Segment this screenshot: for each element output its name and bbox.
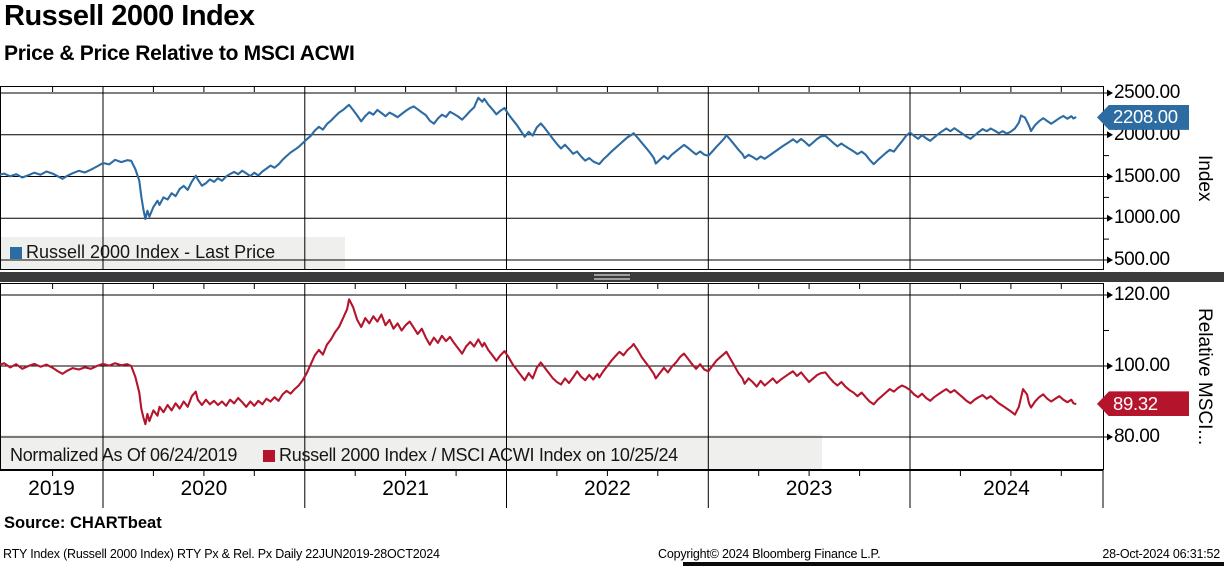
y-tick-label: 1500.00: [1114, 165, 1180, 187]
y-tick-label: 80.00: [1114, 426, 1160, 447]
relative-legend-box: [0, 435, 822, 469]
y-tick-label: 120.00: [1114, 284, 1170, 305]
panel-splitter[interactable]: [0, 272, 1224, 282]
relative-series-swatch-icon: [263, 449, 276, 462]
relative-axis-title: Relative MSCI...: [1194, 307, 1215, 446]
y-tick-label: 2500.00: [1114, 82, 1180, 103]
relative-legend: Normalized As Of 06/24/2019 Russell 2000…: [10, 445, 678, 466]
price-chart-panel[interactable]: [0, 86, 1120, 270]
price-last-badge: 2208.00: [1097, 104, 1189, 130]
y-tick-label: 500.00: [1114, 249, 1170, 270]
footer-timestamp: 28-Oct-2024 06:31:52: [1102, 547, 1220, 561]
price-legend: Russell 2000 Index - Last Price: [10, 242, 275, 263]
x-year-label: 2023: [785, 477, 833, 500]
x-year-label: 2020: [180, 477, 228, 500]
y-tick-label: 100.00: [1114, 355, 1170, 376]
taskbar-fragment: [683, 562, 1224, 566]
x-year-label: 2019: [28, 477, 75, 500]
relative-last-badge: 89.32: [1097, 391, 1189, 417]
x-year-label: 2024: [983, 477, 1030, 500]
x-year-label: 2021: [382, 477, 429, 500]
source-label: Source: CHARTbeat: [4, 514, 162, 532]
price-series-swatch-icon: [10, 246, 22, 259]
relative-chart-panel[interactable]: [0, 283, 1120, 470]
footer-copyright: Copyright© 2024 Bloomberg Finance L.P.: [658, 547, 881, 561]
y-tick-label: 1000.00: [1114, 207, 1180, 229]
normalized-note: Normalized As Of 06/24/2019: [10, 445, 238, 465]
x-axis: [0, 470, 1104, 508]
price-axis-title: Index: [1194, 154, 1215, 202]
relative-legend-label: Russell 2000 Index / MSCI ACWI Index on …: [279, 445, 678, 465]
splitter-grip-icon[interactable]: [594, 274, 630, 280]
footer-ticker-description: RTY Index (Russell 2000 Index) RTY Px & …: [3, 547, 440, 561]
price-legend-label: Russell 2000 Index - Last Price: [26, 242, 276, 262]
price-legend-box: [0, 237, 345, 270]
page-subtitle: Price & Price Relative to MSCI ACWI: [4, 42, 355, 65]
page-title: Russell 2000 Index: [4, 0, 255, 32]
x-year-label: 2022: [584, 477, 631, 500]
